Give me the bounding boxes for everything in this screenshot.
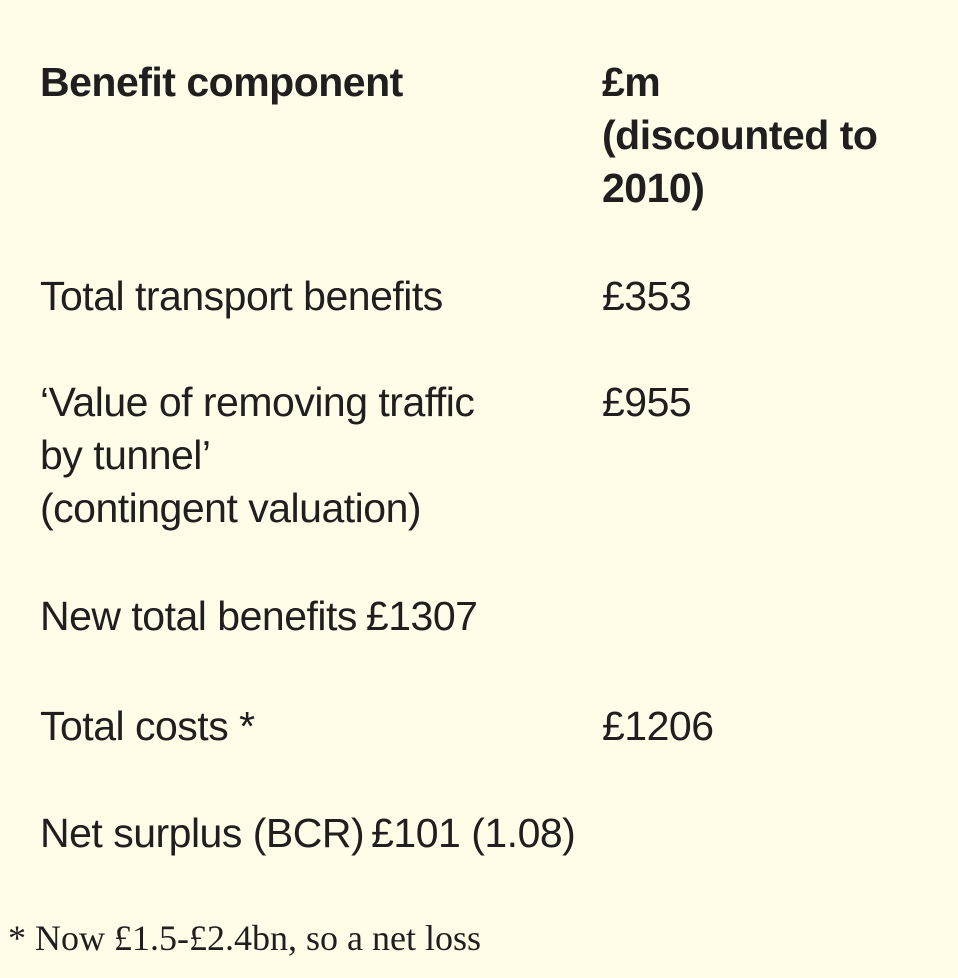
table-row-total-costs: Total costs * £1206 bbox=[40, 700, 714, 753]
row-label: New total benefits bbox=[40, 593, 357, 639]
header-amount-line-3: 2010) bbox=[602, 165, 705, 211]
row-value: £955 bbox=[602, 379, 692, 425]
row-label: ‘Value of removing traffic by tunnel’ (c… bbox=[40, 376, 602, 535]
row-label: Total transport benefits bbox=[40, 273, 443, 319]
footnote: * Now £1.5-£2.4bn, so a net loss bbox=[8, 918, 481, 958]
table-row-total-transport-benefits: Total transport benefits £353 bbox=[40, 270, 692, 323]
row-value: £353 bbox=[602, 273, 692, 319]
row-label-line-2: by tunnel’ bbox=[40, 432, 211, 478]
table-row-value-of-removing-traffic: ‘Value of removing traffic by tunnel’ (c… bbox=[40, 376, 692, 535]
header-amount-line-2: (discounted to bbox=[602, 112, 878, 158]
header-amount-column: £m (discounted to 2010) bbox=[602, 56, 878, 215]
row-label-line-3: (contingent valuation) bbox=[40, 485, 422, 531]
row-value: £1307 bbox=[365, 593, 478, 639]
table-row-new-total-benefits: New total benefits £1307 bbox=[40, 590, 478, 643]
row-label: Net surplus (BCR) bbox=[40, 810, 365, 856]
row-label-line-1: ‘Value of removing traffic bbox=[40, 379, 475, 425]
row-label: Total costs * bbox=[40, 703, 255, 749]
row-value: £101 (1.08) bbox=[371, 810, 576, 856]
header-benefit-component: Benefit component bbox=[40, 59, 403, 105]
table-row-net-surplus: Net surplus (BCR) £101 (1.08) bbox=[40, 807, 576, 860]
header-amount-line-1: £m bbox=[602, 59, 661, 105]
row-value: £1206 bbox=[602, 703, 714, 749]
table-header-row: Benefit component £m (discounted to 2010… bbox=[40, 56, 878, 215]
